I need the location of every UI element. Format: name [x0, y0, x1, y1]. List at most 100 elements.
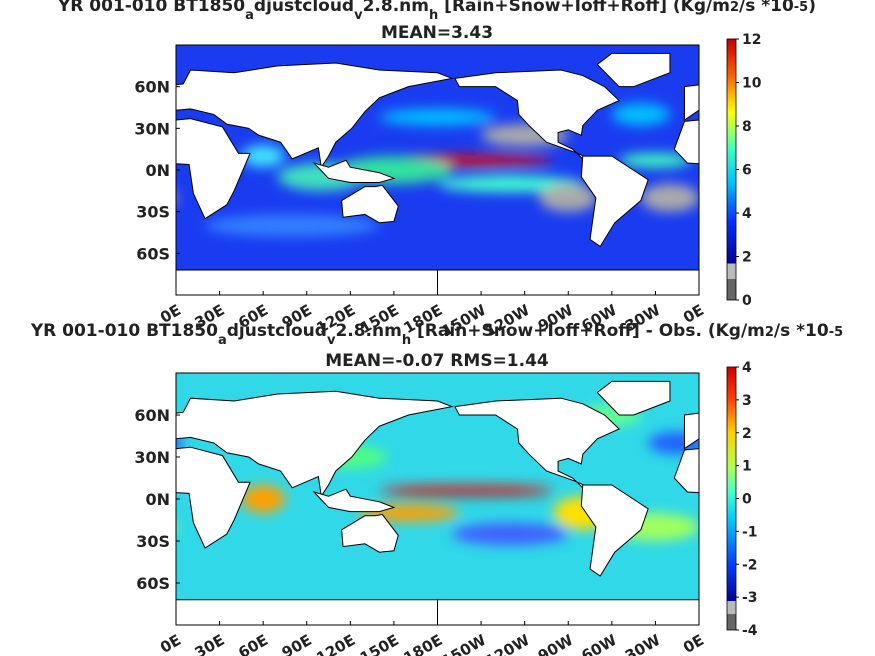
- field-blob: [0, 176, 60, 193]
- land: [341, 184, 399, 224]
- x-tick-label: 120E: [313, 631, 358, 656]
- x-tick-label: 90W: [535, 631, 577, 656]
- title-part: YR 001-010 BT1850: [57, 0, 245, 16]
- land: [0, 398, 96, 488]
- title-part: h: [429, 8, 438, 23]
- land: [437, 599, 699, 625]
- field-blob: [31, 496, 89, 530]
- y-tick-label: 30S: [136, 532, 170, 551]
- title-part: YR 001-010 BT1850: [30, 321, 218, 341]
- x-tick-label: 120W: [482, 631, 533, 656]
- field-blob: [16, 184, 74, 212]
- field-blob: [0, 124, 45, 146]
- colorbar-tick-label: 6: [742, 163, 752, 179]
- land: [683, 412, 699, 450]
- field-blob: [0, 523, 45, 545]
- land: [312, 488, 396, 513]
- x-tick-label: 30E: [192, 631, 228, 656]
- y-tick-label: 30N: [134, 119, 170, 138]
- land: [683, 84, 699, 121]
- colorbar-tick-label: 0: [742, 293, 752, 309]
- field-blob: [837, 446, 875, 468]
- colorbar-tick-label: 3: [742, 393, 752, 409]
- title-part: 2: [765, 325, 774, 340]
- title-part: 2: [730, 0, 739, 15]
- land: [865, 514, 875, 552]
- y-tick-label: 0N: [145, 161, 170, 180]
- land: [580, 484, 649, 577]
- title-part: 2.8.nm: [335, 321, 401, 341]
- map-field: [0, 45, 875, 295]
- colorbar-tick-label: 2: [742, 250, 752, 266]
- field-blob: [764, 485, 808, 513]
- field-blob: [176, 435, 184, 451]
- title-part: [Rain+Snow+Ioff+Roff] (Kg/m: [438, 0, 730, 16]
- x-tick-label: 30W: [622, 631, 664, 656]
- title-part: djustcloud: [254, 0, 354, 16]
- land: [673, 448, 699, 494]
- colorbar-tick-label: 4: [742, 206, 752, 222]
- title-part: v: [354, 8, 363, 23]
- y-tick-label: 30S: [136, 203, 170, 222]
- field-blob: [640, 183, 699, 212]
- field-blob: [241, 145, 285, 168]
- field-blob: [379, 108, 496, 126]
- colorbar-tick-label: -4: [742, 623, 758, 639]
- field-blob: [379, 492, 554, 498]
- land: [176, 446, 251, 549]
- y-tick-label: 60S: [136, 244, 170, 263]
- title-part: ): [808, 0, 816, 16]
- colorbar-tick-label: 12: [742, 32, 761, 48]
- colorbar-tick-label: -3: [742, 590, 758, 606]
- title-part: a: [218, 333, 227, 348]
- land: [176, 599, 438, 625]
- land: [596, 380, 671, 416]
- field-blob: [611, 103, 670, 126]
- field-blob: [379, 485, 554, 494]
- field-blob: [60, 404, 118, 426]
- colorbar: [726, 366, 737, 631]
- y-tick-label: 60S: [136, 574, 170, 593]
- title-part: 2.8.nm: [363, 0, 429, 16]
- field-blob: [205, 214, 380, 237]
- field-blob: [241, 485, 285, 513]
- land: [176, 390, 454, 498]
- land: [837, 489, 875, 511]
- y-tick-label: 60N: [134, 406, 170, 425]
- x-tick-label: 150W: [439, 631, 490, 656]
- field-blob: [619, 153, 692, 168]
- colorbar-tick-label: 0: [742, 492, 752, 508]
- land: [0, 70, 96, 159]
- land: [437, 269, 699, 295]
- land: [341, 513, 399, 553]
- title-part: h: [402, 333, 411, 348]
- title-part: djustcloud: [227, 321, 327, 341]
- title-part: -5: [829, 325, 843, 340]
- x-tick-label: 180E: [401, 631, 446, 656]
- land: [176, 118, 251, 220]
- land: [176, 62, 454, 169]
- field-blob: [452, 522, 569, 546]
- colorbar-tick-label: 4: [742, 360, 752, 376]
- colorbar: [726, 38, 737, 301]
- field-blob: [859, 156, 875, 184]
- panel-subtitle: MEAN=-0.07 RMS=1.44: [325, 351, 549, 371]
- land: [58, 156, 125, 246]
- field-blob: [437, 175, 583, 193]
- land: [865, 185, 875, 223]
- panel-title: YR 001-010 BT1850adjustcloudv2.8.nmh [Ra…: [57, 0, 816, 23]
- colorbar-tick-label: 1: [742, 459, 752, 475]
- x-tick-label: 90E: [279, 631, 315, 656]
- panel-subtitle: MEAN=3.43: [381, 23, 493, 43]
- colorbar-tick-label: 10: [742, 76, 762, 92]
- land: [673, 119, 699, 165]
- x-tick-label: 0E: [157, 631, 184, 656]
- field-blob: [0, 485, 31, 493]
- x-tick-label: 60W: [578, 631, 620, 656]
- colorbar-tick-label: -1: [742, 524, 758, 540]
- title-part: /s *10: [774, 321, 829, 341]
- colorbar-tick-label: 2: [742, 426, 752, 442]
- land: [454, 69, 620, 160]
- land: [176, 269, 438, 295]
